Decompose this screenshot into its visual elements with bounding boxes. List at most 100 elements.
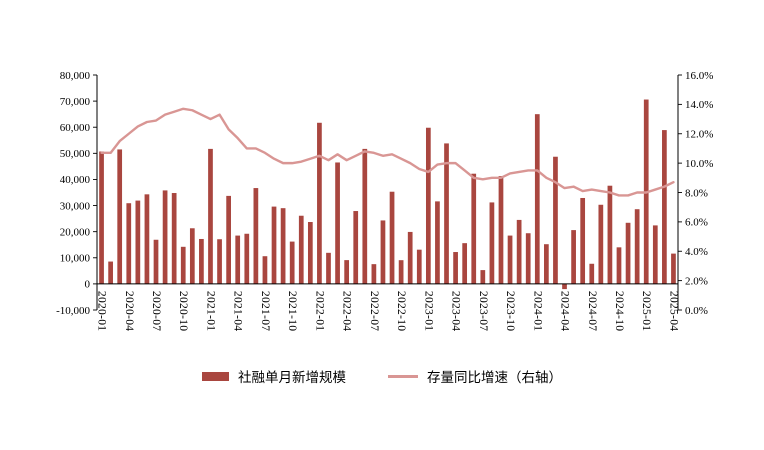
bar-series-label: 社融单月新增规模	[238, 370, 346, 385]
bar	[634, 209, 640, 284]
bar	[162, 190, 168, 284]
bar-series-swatch	[202, 371, 229, 381]
bar	[571, 230, 576, 284]
bar	[562, 283, 567, 290]
bar	[335, 162, 340, 284]
bar	[625, 222, 631, 284]
bar	[126, 203, 132, 284]
bar	[507, 235, 513, 284]
bar	[471, 173, 477, 284]
bar	[435, 201, 440, 284]
right-axis-tick-label: 12.0%	[685, 129, 713, 141]
x-axis-tick-label: 2021-10	[286, 291, 298, 331]
x-axis-tick-label: 2022-04	[341, 291, 353, 331]
left-axis-tick-label: 30,000	[60, 200, 91, 212]
x-axis-tick-label: 2023-07	[477, 291, 489, 331]
growth-line	[100, 107, 675, 197]
left-axis-tick-label: 40,000	[60, 174, 91, 186]
bar	[371, 264, 377, 284]
bar	[135, 200, 141, 284]
line-series-label: 存量同比增速（右轴）	[427, 370, 562, 385]
bar	[607, 185, 613, 284]
legend-item-line-series: 存量同比增速（右轴）	[388, 366, 562, 386]
bar	[362, 148, 368, 284]
bar	[616, 247, 622, 284]
bar	[480, 270, 486, 284]
x-axis-tick-label: 2024-07	[586, 291, 598, 331]
x-axis-tick-label: 2024-01	[531, 291, 543, 331]
x-axis-tick-label: 2020-04	[123, 291, 135, 331]
left-axis-tick-label: 70,000	[60, 96, 91, 108]
x-axis-tick-label: 2022-10	[395, 291, 407, 331]
right-axis-tick-label: 14.0%	[685, 99, 713, 111]
left-axis-tick-label: 0	[85, 279, 91, 291]
bar	[108, 261, 113, 284]
left-axis-tick-label: 10,000	[60, 253, 91, 265]
bar	[416, 249, 422, 284]
bar	[525, 233, 531, 284]
bar	[326, 252, 331, 284]
x-axis-tick-label: 2023-10	[504, 291, 516, 331]
bar	[117, 149, 123, 284]
x-axis-tick-label: 2025-01	[640, 291, 652, 331]
right-axis-tick-label: 8.0%	[685, 187, 708, 199]
right-axis-tick-label: 0.0%	[685, 305, 708, 317]
right-axis-tick-label: 10.0%	[685, 158, 713, 170]
bar	[453, 252, 458, 284]
bar	[235, 235, 241, 284]
bar	[553, 156, 558, 284]
bar	[598, 204, 604, 284]
x-axis-tick-label: 2023-04	[450, 291, 462, 331]
bar	[489, 202, 495, 284]
right-axis-tick-label: 4.0%	[685, 246, 708, 258]
legend-item-bar-series: 社融单月新增规模	[202, 366, 346, 386]
x-axis-tick-label: 2024-04	[559, 291, 571, 331]
x-axis-tick-label: 2020-01	[96, 291, 108, 331]
bar	[407, 231, 413, 284]
bar	[262, 256, 268, 284]
x-axis-tick-label: 2022-07	[368, 291, 380, 331]
bar	[353, 211, 359, 284]
bar	[544, 244, 549, 284]
bar	[425, 127, 431, 284]
bar	[180, 246, 186, 284]
x-axis-tick-label: 2020-07	[150, 291, 162, 331]
bar	[534, 114, 540, 284]
bar	[398, 260, 404, 284]
bar	[199, 238, 204, 284]
bar	[244, 233, 250, 284]
bar	[171, 193, 177, 284]
bar	[253, 188, 259, 284]
bar	[208, 148, 213, 284]
bar	[380, 220, 386, 284]
x-axis-tick-label: 2023-01	[422, 291, 434, 331]
bar	[662, 130, 667, 284]
left-axis-tick-label: -10,000	[56, 305, 90, 317]
right-axis-tick-label: 16.0%	[685, 70, 713, 82]
x-axis-tick-label: 2024-10	[613, 291, 625, 331]
bar	[189, 228, 195, 284]
bar	[217, 239, 222, 284]
bar	[516, 219, 522, 284]
bar	[153, 239, 159, 284]
bar	[462, 243, 468, 284]
bar	[580, 197, 586, 284]
right-axis-tick-label: 2.0%	[685, 275, 708, 287]
left-axis-tick-label: 60,000	[60, 122, 91, 134]
left-axis-tick-label: 20,000	[60, 226, 91, 238]
bar	[498, 176, 504, 284]
x-axis-tick-label: 2021-07	[259, 291, 271, 331]
bar	[589, 263, 595, 284]
x-axis-tick-label: 2021-01	[204, 291, 216, 331]
bar	[144, 194, 150, 284]
bar	[289, 241, 295, 284]
chart-legend: 社融单月新增规模 存量同比增速（右轴）	[0, 366, 764, 386]
bar	[280, 208, 286, 284]
bar	[226, 195, 231, 284]
bar	[99, 151, 104, 284]
x-axis-tick-label: 2021-04	[232, 291, 244, 331]
right-axis-tick-label: 6.0%	[685, 217, 708, 229]
bar	[298, 215, 304, 284]
left-axis-tick-label: 50,000	[60, 148, 91, 160]
